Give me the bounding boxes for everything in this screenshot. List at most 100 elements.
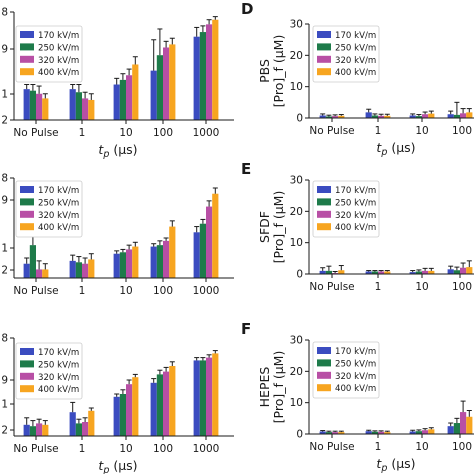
bar bbox=[325, 432, 332, 434]
legend-label: 400 kV/m bbox=[38, 68, 79, 78]
bar bbox=[82, 98, 89, 120]
legend-label: 320 kV/m bbox=[38, 211, 79, 221]
bar bbox=[422, 430, 429, 434]
x-axis-title: tp (μs) bbox=[98, 458, 137, 474]
bar bbox=[113, 253, 120, 278]
y-tick-label: 10 bbox=[290, 81, 303, 93]
y-tick-label: 30 bbox=[290, 175, 303, 187]
y-tick-label: 0 bbox=[296, 429, 303, 441]
bar bbox=[88, 259, 95, 278]
legend-swatch bbox=[317, 43, 331, 51]
bar bbox=[156, 374, 163, 436]
bar bbox=[453, 423, 460, 434]
legend-swatch bbox=[20, 198, 34, 206]
bar bbox=[193, 232, 200, 278]
x-axis-title-base: t bbox=[98, 458, 104, 473]
y-axis-title-line: SFDF bbox=[257, 211, 272, 243]
x-tick-label: 1 bbox=[79, 127, 86, 139]
bar bbox=[29, 245, 36, 278]
x-tick-label: 1 bbox=[79, 285, 86, 297]
x-tick-label: 100 bbox=[153, 127, 173, 139]
x-tick-label: 1 bbox=[375, 441, 382, 453]
bar bbox=[113, 396, 120, 436]
bar bbox=[88, 410, 95, 436]
legend-label: 250 kV/m bbox=[335, 43, 376, 53]
x-tick-label: 10 bbox=[415, 281, 428, 293]
bar bbox=[409, 115, 416, 118]
y-tick-label: 10 bbox=[290, 397, 303, 409]
chart-panel-E: 0 10 20 30 No Pulse 1 10 100 E SFDF [Pro]_f (μM) 17… bbox=[241, 160, 474, 293]
bar bbox=[428, 113, 435, 118]
bar bbox=[126, 75, 133, 120]
bar bbox=[169, 366, 176, 436]
y-tick-label: 0 bbox=[296, 269, 303, 281]
x-tick-label: 1 bbox=[375, 125, 382, 137]
x-tick-label: 100 bbox=[153, 443, 173, 455]
bar bbox=[453, 270, 460, 274]
legend-label: 320 kV/m bbox=[335, 56, 376, 66]
panel-letter: E bbox=[241, 160, 251, 178]
legend-swatch bbox=[20, 43, 34, 51]
y-axis-title-line: PBS bbox=[257, 59, 272, 83]
legend-swatch bbox=[20, 223, 34, 231]
x-tick-label: 100 bbox=[452, 441, 472, 453]
panel-letter: D bbox=[241, 0, 253, 18]
x-axis-title-base: t bbox=[376, 140, 382, 155]
bar bbox=[69, 260, 76, 278]
bar bbox=[409, 272, 416, 274]
y-tick-label: 20 bbox=[290, 366, 303, 378]
bar bbox=[132, 64, 139, 120]
legend-swatch bbox=[317, 359, 331, 367]
bar bbox=[150, 246, 157, 278]
bar bbox=[42, 269, 49, 278]
x-axis-title-sub: p bbox=[380, 147, 387, 158]
y-tick-label: 30 bbox=[290, 335, 303, 347]
legend-frame bbox=[312, 25, 380, 83]
legend-swatch bbox=[20, 210, 34, 218]
legend-swatch bbox=[20, 186, 34, 193]
bar bbox=[415, 116, 422, 118]
bar bbox=[447, 426, 454, 434]
bar bbox=[460, 412, 467, 434]
legend-label: 320 kV/m bbox=[38, 56, 79, 66]
legend-swatch bbox=[317, 198, 331, 206]
legend-label: 170 kV/m bbox=[38, 31, 79, 41]
x-tick-label: 10 bbox=[119, 443, 132, 455]
bar bbox=[75, 262, 82, 278]
legend-label: 250 kV/m bbox=[335, 198, 376, 208]
legend-swatch bbox=[317, 384, 331, 392]
y-tick-label: 0 bbox=[296, 113, 303, 125]
bar bbox=[42, 424, 49, 436]
y-tick-label: 20 bbox=[290, 50, 303, 62]
y-tick-label: 1 bbox=[1, 399, 8, 411]
x-tick-label: 10 bbox=[415, 125, 428, 137]
bar bbox=[199, 360, 206, 436]
bar bbox=[453, 114, 460, 118]
bar bbox=[365, 431, 372, 434]
chart-panel-F: 0 10 20 30 No Pulse 1 10 100 tp (μs) F HEPES [Pro]_… bbox=[241, 320, 474, 474]
bar bbox=[428, 270, 435, 274]
bar bbox=[193, 36, 200, 120]
y-tick-label: 2 bbox=[1, 265, 8, 277]
legend-swatch bbox=[317, 186, 331, 193]
chart-left-top: 8 9 1 2 No Pulse 1 10 100 1000 tp (μs) 170 kV/m 250… bbox=[1, 7, 234, 160]
legend-swatch bbox=[20, 31, 34, 38]
bar bbox=[332, 116, 339, 118]
bar bbox=[384, 115, 391, 118]
bar bbox=[132, 377, 139, 436]
x-tick-label: No Pulse bbox=[309, 125, 354, 137]
x-axis-title-unit: (μs) bbox=[109, 142, 137, 157]
bar bbox=[378, 271, 385, 274]
x-axis-title-sub: p bbox=[102, 149, 109, 160]
x-tick-label: 100 bbox=[452, 281, 472, 293]
x-tick-label: No Pulse bbox=[13, 285, 58, 297]
x-axis-title: tp (μs) bbox=[98, 142, 137, 160]
bar bbox=[466, 416, 473, 434]
bar bbox=[119, 394, 126, 436]
bar bbox=[447, 269, 454, 274]
bar bbox=[126, 249, 133, 278]
bar bbox=[384, 271, 391, 274]
legend-label: 320 kV/m bbox=[38, 373, 79, 383]
legend-label: 170 kV/m bbox=[335, 347, 376, 357]
chart-panel-D: 0 10 20 30 No Pulse 1 10 100 tp (μs) D PBS [Pro]_f … bbox=[241, 0, 474, 158]
